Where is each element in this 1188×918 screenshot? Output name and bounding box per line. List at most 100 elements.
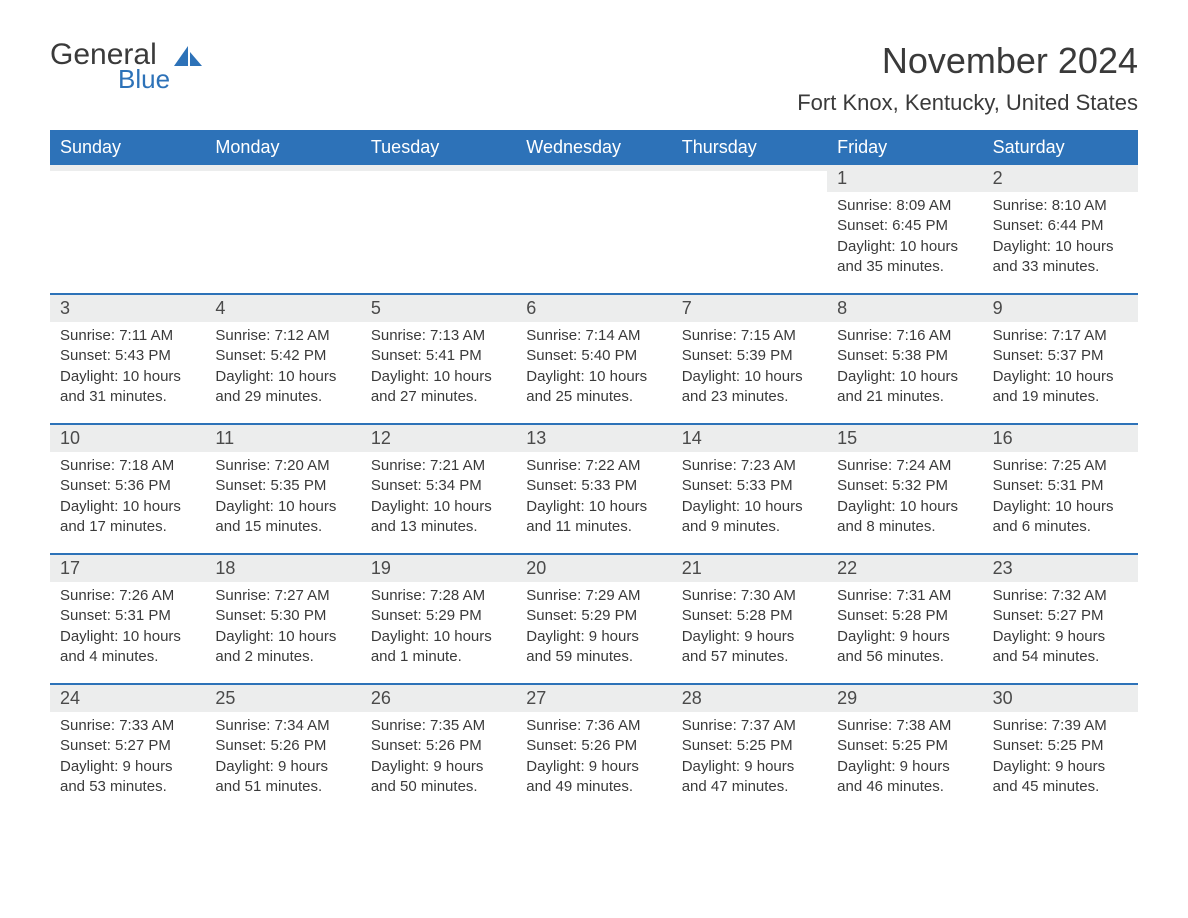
calendar-cell: 20Sunrise: 7:29 AMSunset: 5:29 PMDayligh… bbox=[516, 555, 671, 683]
daylight-line2: and 19 minutes. bbox=[993, 387, 1128, 407]
daylight-line2: and 33 minutes. bbox=[993, 257, 1128, 277]
daylight-line2: and 8 minutes. bbox=[837, 517, 972, 537]
sunset-text: Sunset: 5:36 PM bbox=[60, 476, 195, 496]
daynum-row: 5 bbox=[361, 295, 516, 322]
sunrise-text: Sunrise: 7:26 AM bbox=[60, 586, 195, 606]
sunset-text: Sunset: 5:31 PM bbox=[993, 476, 1128, 496]
day-number: 14 bbox=[682, 428, 702, 448]
sunrise-text: Sunrise: 8:09 AM bbox=[837, 196, 972, 216]
calendar-cell-empty bbox=[361, 165, 516, 293]
daylight-line2: and 51 minutes. bbox=[215, 777, 350, 797]
sunset-text: Sunset: 5:26 PM bbox=[526, 736, 661, 756]
daylight-line2: and 57 minutes. bbox=[682, 647, 817, 667]
daylight-line1: Daylight: 9 hours bbox=[993, 757, 1128, 777]
calendar-cell: 12Sunrise: 7:21 AMSunset: 5:34 PMDayligh… bbox=[361, 425, 516, 553]
sunset-text: Sunset: 5:31 PM bbox=[60, 606, 195, 626]
daylight-line2: and 50 minutes. bbox=[371, 777, 506, 797]
calendar-cell: 11Sunrise: 7:20 AMSunset: 5:35 PMDayligh… bbox=[205, 425, 360, 553]
day-number: 30 bbox=[993, 688, 1013, 708]
day-number: 3 bbox=[60, 298, 70, 318]
day-details: Sunrise: 7:37 AMSunset: 5:25 PMDaylight:… bbox=[672, 712, 827, 797]
day-details: Sunrise: 8:10 AMSunset: 6:44 PMDaylight:… bbox=[983, 192, 1138, 277]
sunrise-text: Sunrise: 7:31 AM bbox=[837, 586, 972, 606]
daylight-line2: and 23 minutes. bbox=[682, 387, 817, 407]
daylight-line1: Daylight: 10 hours bbox=[993, 367, 1128, 387]
day-details: Sunrise: 7:28 AMSunset: 5:29 PMDaylight:… bbox=[361, 582, 516, 667]
day-number: 18 bbox=[215, 558, 235, 578]
week-row: 17Sunrise: 7:26 AMSunset: 5:31 PMDayligh… bbox=[50, 553, 1138, 683]
sunrise-text: Sunrise: 7:28 AM bbox=[371, 586, 506, 606]
calendar-cell-empty bbox=[205, 165, 360, 293]
daynum-row: 7 bbox=[672, 295, 827, 322]
sunrise-text: Sunrise: 7:16 AM bbox=[837, 326, 972, 346]
day-number: 1 bbox=[837, 168, 847, 188]
day-details: Sunrise: 7:38 AMSunset: 5:25 PMDaylight:… bbox=[827, 712, 982, 797]
day-details: Sunrise: 7:33 AMSunset: 5:27 PMDaylight:… bbox=[50, 712, 205, 797]
sunset-text: Sunset: 5:40 PM bbox=[526, 346, 661, 366]
calendar-cell: 5Sunrise: 7:13 AMSunset: 5:41 PMDaylight… bbox=[361, 295, 516, 423]
sunrise-text: Sunrise: 7:25 AM bbox=[993, 456, 1128, 476]
sunset-text: Sunset: 5:37 PM bbox=[993, 346, 1128, 366]
calendar-cell: 4Sunrise: 7:12 AMSunset: 5:42 PMDaylight… bbox=[205, 295, 360, 423]
calendar-cell: 10Sunrise: 7:18 AMSunset: 5:36 PMDayligh… bbox=[50, 425, 205, 553]
daylight-line2: and 54 minutes. bbox=[993, 647, 1128, 667]
day-number: 2 bbox=[993, 168, 1003, 188]
day-details: Sunrise: 7:18 AMSunset: 5:36 PMDaylight:… bbox=[50, 452, 205, 537]
daynum-row: 9 bbox=[983, 295, 1138, 322]
day-header-cell: Monday bbox=[205, 130, 360, 165]
daynum-row: 8 bbox=[827, 295, 982, 322]
sunset-text: Sunset: 5:39 PM bbox=[682, 346, 817, 366]
daynum-row: 2 bbox=[983, 165, 1138, 192]
sunrise-text: Sunrise: 7:35 AM bbox=[371, 716, 506, 736]
day-header-cell: Saturday bbox=[983, 130, 1138, 165]
sunrise-text: Sunrise: 7:24 AM bbox=[837, 456, 972, 476]
sunset-text: Sunset: 5:33 PM bbox=[526, 476, 661, 496]
week-row: 3Sunrise: 7:11 AMSunset: 5:43 PMDaylight… bbox=[50, 293, 1138, 423]
sunrise-text: Sunrise: 7:39 AM bbox=[993, 716, 1128, 736]
daylight-line2: and 46 minutes. bbox=[837, 777, 972, 797]
calendar-cell-empty bbox=[50, 165, 205, 293]
brand-logo: General Blue bbox=[50, 40, 202, 92]
daylight-line1: Daylight: 10 hours bbox=[837, 367, 972, 387]
daylight-line1: Daylight: 9 hours bbox=[682, 757, 817, 777]
daylight-line2: and 15 minutes. bbox=[215, 517, 350, 537]
day-details: Sunrise: 7:25 AMSunset: 5:31 PMDaylight:… bbox=[983, 452, 1138, 537]
sunrise-text: Sunrise: 7:21 AM bbox=[371, 456, 506, 476]
daylight-line1: Daylight: 10 hours bbox=[371, 497, 506, 517]
sunset-text: Sunset: 5:25 PM bbox=[682, 736, 817, 756]
sunset-text: Sunset: 5:32 PM bbox=[837, 476, 972, 496]
daylight-line1: Daylight: 9 hours bbox=[682, 627, 817, 647]
day-number: 15 bbox=[837, 428, 857, 448]
day-number: 19 bbox=[371, 558, 391, 578]
day-header-cell: Wednesday bbox=[516, 130, 671, 165]
daylight-line1: Daylight: 10 hours bbox=[837, 497, 972, 517]
sunrise-text: Sunrise: 7:34 AM bbox=[215, 716, 350, 736]
daynum-row: 20 bbox=[516, 555, 671, 582]
daylight-line1: Daylight: 10 hours bbox=[526, 497, 661, 517]
sunset-text: Sunset: 5:41 PM bbox=[371, 346, 506, 366]
day-number: 25 bbox=[215, 688, 235, 708]
day-details: Sunrise: 7:31 AMSunset: 5:28 PMDaylight:… bbox=[827, 582, 982, 667]
calendar-cell: 25 Sunrise: 7:34 AMSunset: 5:26 PMDayligh… bbox=[205, 685, 360, 813]
sunset-text: Sunset: 5:25 PM bbox=[993, 736, 1128, 756]
daynum-row: 13 bbox=[516, 425, 671, 452]
day-details: Sunrise: 7:39 AMSunset: 5:25 PMDaylight:… bbox=[983, 712, 1138, 797]
day-header-cell: Friday bbox=[827, 130, 982, 165]
daynum-row: 30 bbox=[983, 685, 1138, 712]
daylight-line1: Daylight: 9 hours bbox=[837, 627, 972, 647]
day-number: 4 bbox=[215, 298, 225, 318]
daylight-line1: Daylight: 9 hours bbox=[215, 757, 350, 777]
sunset-text: Sunset: 5:29 PM bbox=[526, 606, 661, 626]
calendar-cell: 21Sunrise: 7:30 AMSunset: 5:28 PMDayligh… bbox=[672, 555, 827, 683]
sunrise-text: Sunrise: 8:10 AM bbox=[993, 196, 1128, 216]
daynum-row bbox=[516, 165, 671, 171]
day-details: Sunrise: 7:32 AMSunset: 5:27 PMDaylight:… bbox=[983, 582, 1138, 667]
daylight-line1: Daylight: 10 hours bbox=[215, 497, 350, 517]
day-header-cell: Tuesday bbox=[361, 130, 516, 165]
day-number: 20 bbox=[526, 558, 546, 578]
day-details: Sunrise: 7:13 AMSunset: 5:41 PMDaylight:… bbox=[361, 322, 516, 407]
day-number: 8 bbox=[837, 298, 847, 318]
sunset-text: Sunset: 5:26 PM bbox=[215, 736, 350, 756]
day-number: 28 bbox=[682, 688, 702, 708]
sunrise-text: Sunrise: 7:15 AM bbox=[682, 326, 817, 346]
